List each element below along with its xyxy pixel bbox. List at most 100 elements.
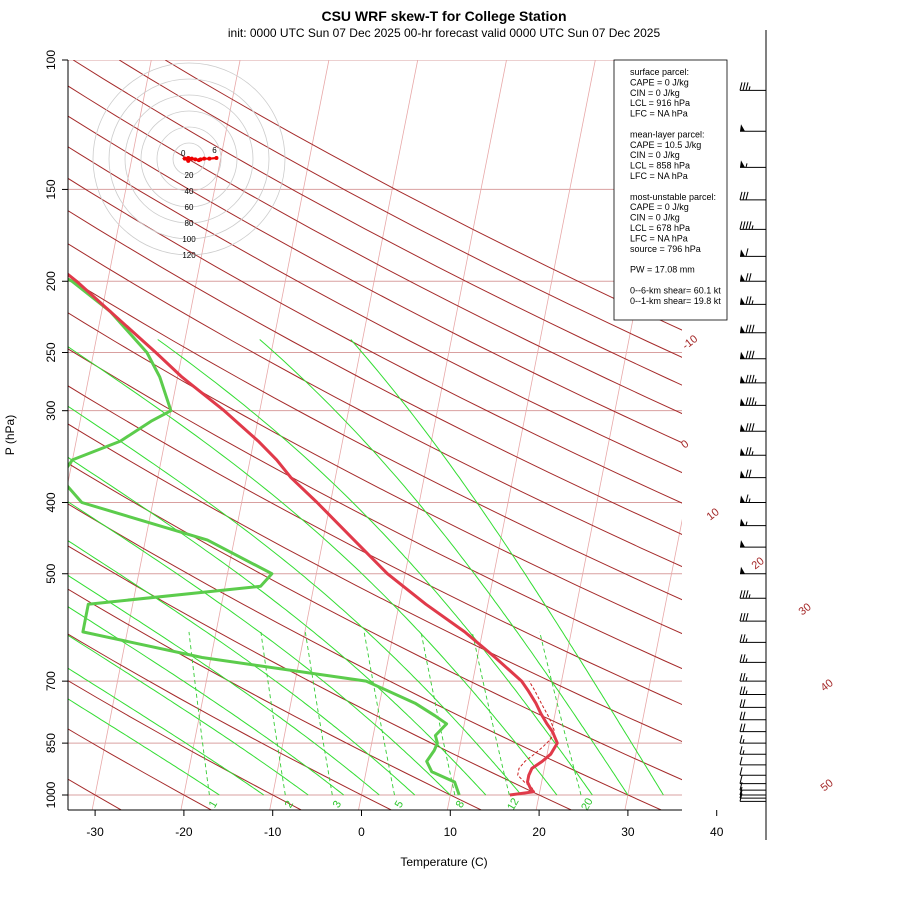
dry-adiabat-label: 10 (705, 506, 722, 523)
wind-barb-full (739, 634, 743, 643)
isotherm-line (91, 60, 241, 810)
hodograph-point (214, 155, 219, 160)
wind-barb-flag (740, 375, 745, 383)
wind-barb (739, 191, 766, 201)
dry-adiabat (68, 385, 682, 706)
dry-adiabat (118, 60, 682, 358)
dewpoint-trace (68, 277, 461, 796)
moist-adiabat (68, 606, 345, 796)
hodograph-point (193, 157, 198, 162)
x-tick-label: 10 (444, 825, 458, 839)
stats-line: CIN = 0 J/kg (630, 88, 680, 98)
wind-barb-flag (740, 448, 745, 456)
wind-barb-flag (740, 160, 745, 168)
wind-barb-flag (740, 351, 745, 359)
wind-barb-full (748, 447, 752, 456)
wind-barb (739, 673, 766, 682)
wind-barb-flag (740, 274, 745, 282)
wind-barb (740, 324, 766, 334)
wind-barb-full (739, 699, 743, 708)
wind-barb-full (751, 397, 755, 406)
wind-barb-full (745, 423, 749, 432)
mixing-ratio-label: 5 (393, 799, 406, 810)
wind-barb-full (742, 590, 746, 599)
wind-barb-half (745, 163, 748, 168)
wind-barb-flag (740, 124, 745, 132)
wind-barb-full (748, 423, 752, 432)
dry-adiabat-label: 50 (819, 777, 836, 794)
wind-barb-half (751, 225, 754, 230)
wind-barb (739, 746, 766, 755)
stats-line: LFC = NA hPa (630, 109, 688, 119)
wind-barb (740, 160, 766, 168)
mixing-ratio-label: 2 (283, 799, 296, 810)
wind-barb (740, 447, 766, 456)
mixing-ratio-label: 1 (207, 799, 220, 810)
stats-box-frame (613, 59, 728, 321)
mixing-ratio-label: 8 (454, 799, 467, 810)
wind-barb-full (751, 374, 755, 384)
chart-subtitle: init: 0000 UTC Sun 07 Dec 2025 00-hr for… (228, 26, 661, 40)
wind-barb-full (742, 711, 746, 720)
wind-barb-full (751, 350, 755, 359)
stats-line: surface parcel: (630, 67, 689, 77)
wind-barb-flag (740, 325, 745, 333)
moist-adiabat (68, 634, 309, 796)
chart-title: CSU WRF skew-T for College Station (321, 8, 566, 24)
wind-barb-flag (740, 495, 745, 503)
x-axis-label: Temperature (C) (400, 855, 487, 869)
wind-barb-full (739, 612, 743, 622)
wind-barb-full (748, 350, 752, 359)
hodograph-ring-label: 80 (185, 219, 194, 228)
x-ticks: -30 -20 -10 0 10 20 30 40 (86, 810, 724, 839)
wind-barb (740, 374, 766, 384)
moist-adiabat (68, 574, 380, 796)
y-tick-label: 400 (44, 492, 58, 512)
stats-line: source = 796 hPa (630, 244, 701, 254)
stats-line: CIN = 0 J/kg (630, 150, 680, 160)
isotherm-line (714, 60, 862, 811)
wind-barb-full (739, 756, 743, 766)
x-tick-label: 30 (621, 825, 635, 839)
wind-barb-full (748, 374, 752, 384)
isotherm-line (180, 60, 330, 810)
mixing-ratio-lines (188, 631, 582, 796)
wind-barb-full (745, 248, 749, 257)
wind-barb-flag (740, 470, 745, 478)
wind-barb-full (742, 612, 746, 622)
moist-adiabat (68, 501, 451, 796)
wind-barb (739, 686, 766, 696)
moist-adiabat (68, 405, 522, 796)
dry-adiabat (68, 85, 682, 415)
wind-barb (740, 273, 766, 282)
stats-line: CAPE = 10.5 J/kg (630, 140, 701, 150)
wind-barb-full (739, 790, 743, 799)
x-tick-label: 0 (358, 825, 365, 839)
stats-line: 0--1-km shear= 19.8 kt (630, 296, 721, 306)
dry-adiabat-label: 40 (819, 677, 836, 694)
wind-barb (739, 590, 766, 599)
dry-adiabat-label: 0 (679, 438, 691, 451)
x-tick-label: -10 (264, 825, 282, 839)
wind-barb-flag (740, 424, 745, 432)
hodograph-point (186, 158, 191, 163)
wind-barb (740, 248, 766, 257)
wind-barb-full (742, 221, 746, 230)
stats-line: LFC = NA hPa (630, 171, 688, 181)
y-tick-label: 150 (44, 179, 58, 199)
hodograph-ring (108, 78, 270, 240)
wind-barb-full (742, 634, 746, 643)
wind-barb-full (745, 612, 749, 622)
isotherm-line (68, 60, 152, 485)
wind-barb (739, 612, 766, 622)
hodograph-point (207, 156, 212, 161)
wind-barb-full (745, 324, 749, 333)
wind-barb-full (745, 374, 749, 384)
dry-adiabat (68, 177, 682, 504)
wind-barb-half (745, 677, 748, 682)
dry-adiabat (72, 60, 682, 386)
y-axis-label: P (hPa) (3, 415, 17, 455)
wind-barb-flag (740, 398, 745, 406)
dry-adiabat (68, 545, 573, 810)
